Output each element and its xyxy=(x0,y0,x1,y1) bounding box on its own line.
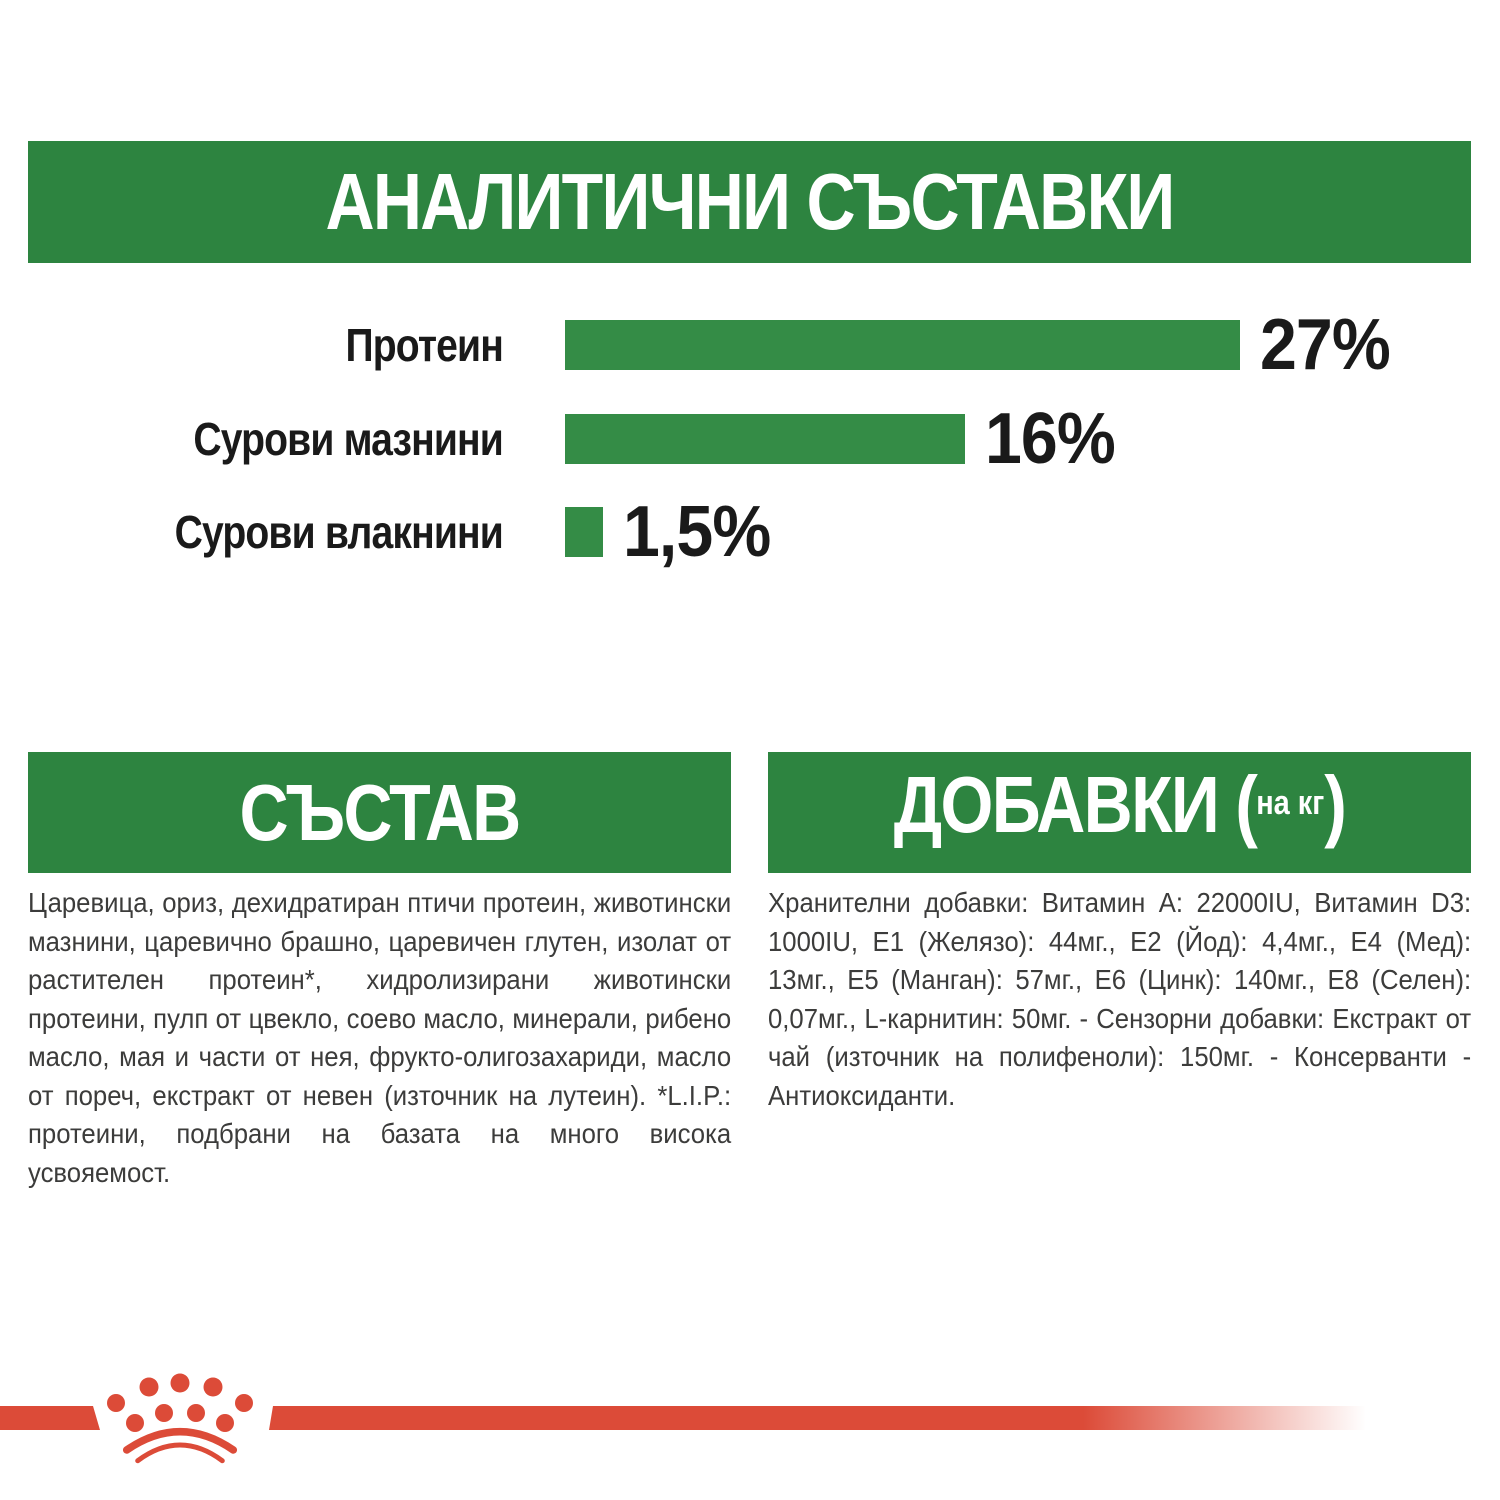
additives-title-main: ДОБАВКИ ( xyxy=(893,759,1258,849)
additives-title-unit: на кг xyxy=(1256,783,1325,822)
bar-label: Сурови мазнини xyxy=(193,412,504,465)
composition-header: СЪСТАВ xyxy=(28,752,731,873)
bar-label: Сурови влакнини xyxy=(174,506,504,558)
analytical-constituents-chart: Протеин 27% Сурови мазнини 16% Сурови влакни… xyxy=(0,0,1500,700)
additives-body-text: Хранителни добавки: Витамин А: 22000IU, … xyxy=(768,887,1472,1111)
royal-canin-crown-icon xyxy=(107,1373,253,1464)
composition-title: СЪСТАВ xyxy=(239,767,521,857)
bar xyxy=(565,507,603,557)
analytical-constituents-header: АНАЛИТИЧНИ СЪСТАВКИ xyxy=(28,141,1471,263)
additives-header: ДОБАВКИ (на кг) xyxy=(768,752,1471,873)
footer-divider-right xyxy=(269,1406,1400,1430)
analytical-constituents-title: АНАЛИТИЧНИ СЪСТАВКИ xyxy=(325,157,1175,246)
composition-body-text: Царевица, ориз, дехидратиран птичи проте… xyxy=(28,887,732,1188)
footer-divider-left xyxy=(0,1406,100,1430)
bar-value: 1,5% xyxy=(623,492,771,572)
additives-title: ДОБАВКИ (на кг) xyxy=(821,744,1419,882)
bar xyxy=(565,413,965,464)
bar-value: 16% xyxy=(985,398,1116,479)
bar-label: Протеин xyxy=(345,319,503,371)
additives-title-close: ) xyxy=(1324,759,1347,849)
bar xyxy=(565,320,1240,370)
bar-value: 27% xyxy=(1260,305,1391,385)
